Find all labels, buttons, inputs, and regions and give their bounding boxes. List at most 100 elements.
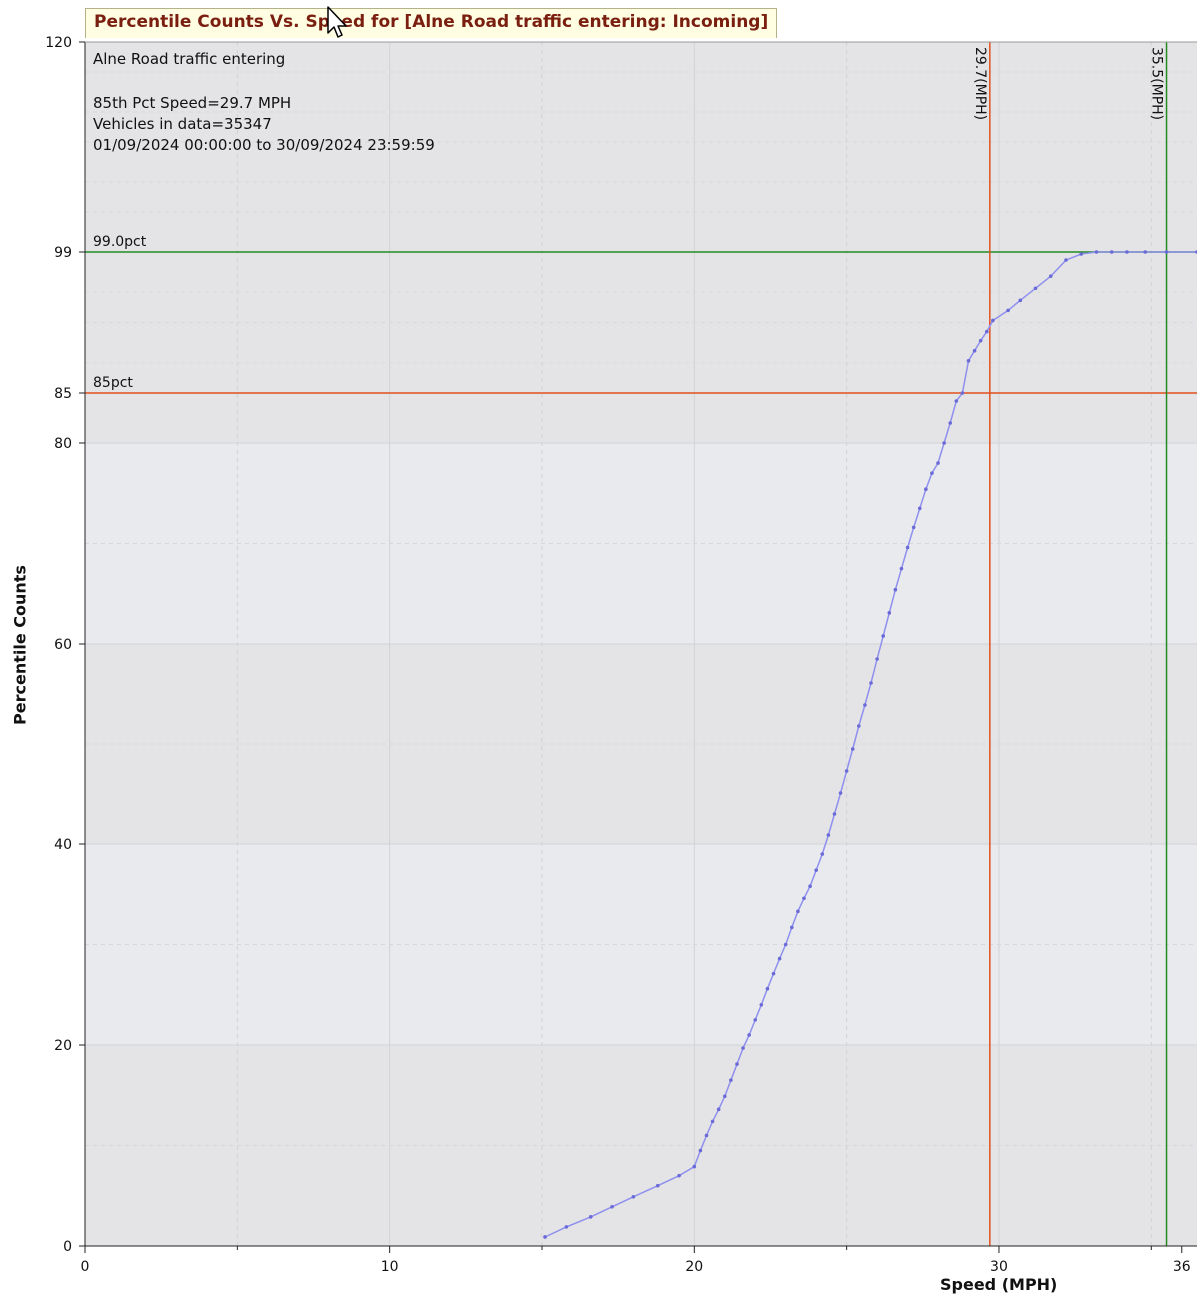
data-point	[936, 461, 940, 465]
data-point	[844, 769, 849, 773]
data-point	[966, 358, 971, 363]
data-point	[850, 747, 855, 751]
x-tick-label: 20	[685, 1259, 703, 1275]
data-point	[1094, 250, 1099, 254]
data-point	[802, 896, 806, 901]
pct85-speed-text: 85th Pct Speed=29.7 MPH	[93, 94, 292, 112]
data-point	[917, 506, 922, 511]
data-point	[588, 1215, 593, 1219]
data-point	[820, 852, 825, 856]
y-tick-label: 20	[54, 1038, 72, 1054]
y-axis-title: Percentile Counts	[10, 565, 30, 725]
data-point	[677, 1173, 681, 1178]
data-point	[704, 1133, 709, 1138]
data-point	[887, 611, 892, 615]
data-point	[790, 925, 794, 930]
data-point	[954, 399, 959, 403]
data-point	[838, 791, 843, 795]
data-point	[930, 471, 934, 475]
mouse-cursor-icon	[327, 6, 347, 38]
data-point	[869, 681, 873, 685]
data-point	[1048, 274, 1053, 278]
data-point	[610, 1205, 614, 1209]
data-point	[978, 338, 983, 343]
data-point	[771, 971, 776, 976]
plot-background-bands	[85, 42, 1197, 1246]
data-point	[1018, 298, 1023, 303]
data-point	[710, 1119, 715, 1124]
data-point	[1006, 308, 1010, 313]
chart-title-tab[interactable]: Percentile Counts Vs. Speed for [Alne Ro…	[85, 8, 778, 38]
data-point	[631, 1194, 636, 1199]
data-point	[972, 348, 977, 353]
x-axis-title: Speed (MPH)	[940, 1275, 1058, 1294]
data-point	[1079, 252, 1084, 256]
data-point	[905, 545, 910, 550]
date-range-text: 01/09/2024 00:00:00 to 30/09/2024 23:59:…	[93, 136, 435, 154]
data-point	[924, 487, 928, 492]
x-tick-label: 0	[81, 1259, 90, 1275]
data-point	[783, 942, 788, 947]
data-point	[881, 634, 886, 638]
data-point	[1109, 250, 1114, 254]
data-point	[722, 1094, 727, 1099]
y-tick-label: 0	[63, 1239, 72, 1255]
y-tick-label: 85	[54, 386, 72, 402]
data-point	[753, 1018, 758, 1022]
data-point	[735, 1062, 739, 1066]
y-tick-label: 120	[45, 35, 72, 51]
data-point	[826, 833, 831, 837]
data-point	[692, 1164, 697, 1169]
data-point	[899, 566, 904, 571]
data-point	[814, 868, 818, 872]
data-point	[759, 1003, 764, 1007]
data-point	[984, 329, 989, 334]
plot-band	[85, 42, 1197, 443]
data-point	[564, 1225, 569, 1229]
data-point	[808, 884, 812, 889]
reference-line-label: 85pct	[93, 375, 133, 391]
reference-lines: 85pct 99.0pct 29.7(MPH) 35.5(MPH)	[85, 42, 1197, 1246]
data-point	[863, 703, 867, 707]
y-tick-label: 80	[54, 436, 72, 452]
data-point	[1164, 250, 1169, 254]
data-point	[1064, 258, 1068, 262]
data-point	[857, 724, 861, 728]
data-point	[729, 1078, 733, 1082]
tick-labels: 0 20 40 60 80 85 99 120 0 10 20 30 36	[45, 35, 1190, 1275]
data-point	[1143, 250, 1148, 254]
data-point	[698, 1148, 703, 1153]
data-point	[655, 1183, 660, 1188]
site-name-text: Alne Road traffic entering	[93, 50, 286, 68]
data-point	[875, 657, 879, 661]
x-tick-label: 10	[381, 1259, 399, 1275]
data-point	[765, 986, 770, 991]
data-point	[948, 421, 953, 425]
data-point	[832, 812, 837, 816]
reference-line-label: 29.7(MPH)	[972, 47, 988, 120]
data-point	[777, 956, 782, 961]
data-point	[911, 525, 916, 530]
data-point	[893, 587, 898, 592]
reference-line-label: 35.5(MPH)	[1149, 47, 1165, 120]
data-point	[747, 1033, 751, 1037]
data-point	[991, 318, 995, 323]
data-point	[543, 1235, 547, 1239]
series-line	[543, 250, 1197, 1239]
data-point	[960, 391, 965, 395]
data-point	[942, 441, 946, 445]
x-tick-label: 30	[990, 1259, 1008, 1275]
y-tick-label: 60	[54, 637, 72, 653]
axes	[79, 41, 1197, 1253]
data-point	[1033, 286, 1038, 291]
reference-line-label: 99.0pct	[93, 234, 147, 250]
data-point	[716, 1107, 721, 1112]
data-point	[741, 1046, 745, 1050]
y-tick-label: 40	[54, 837, 72, 853]
x-tick-label: 36	[1173, 1259, 1191, 1275]
vehicle-count-text: Vehicles in data=35347	[93, 115, 272, 133]
y-tick-label: 99	[54, 245, 72, 261]
data-point	[1125, 250, 1129, 254]
data-point	[796, 909, 800, 914]
